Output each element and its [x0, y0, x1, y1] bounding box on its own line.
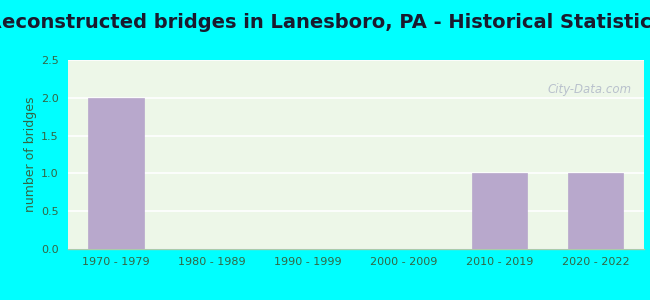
Bar	[567, 173, 623, 249]
Bar	[472, 173, 528, 249]
Y-axis label: number of bridges: number of bridges	[23, 97, 36, 212]
Bar	[88, 98, 144, 249]
Text: City-Data.com: City-Data.com	[548, 83, 632, 96]
Text: Reconstructed bridges in Lanesboro, PA - Historical Statistics: Reconstructed bridges in Lanesboro, PA -…	[0, 14, 650, 32]
